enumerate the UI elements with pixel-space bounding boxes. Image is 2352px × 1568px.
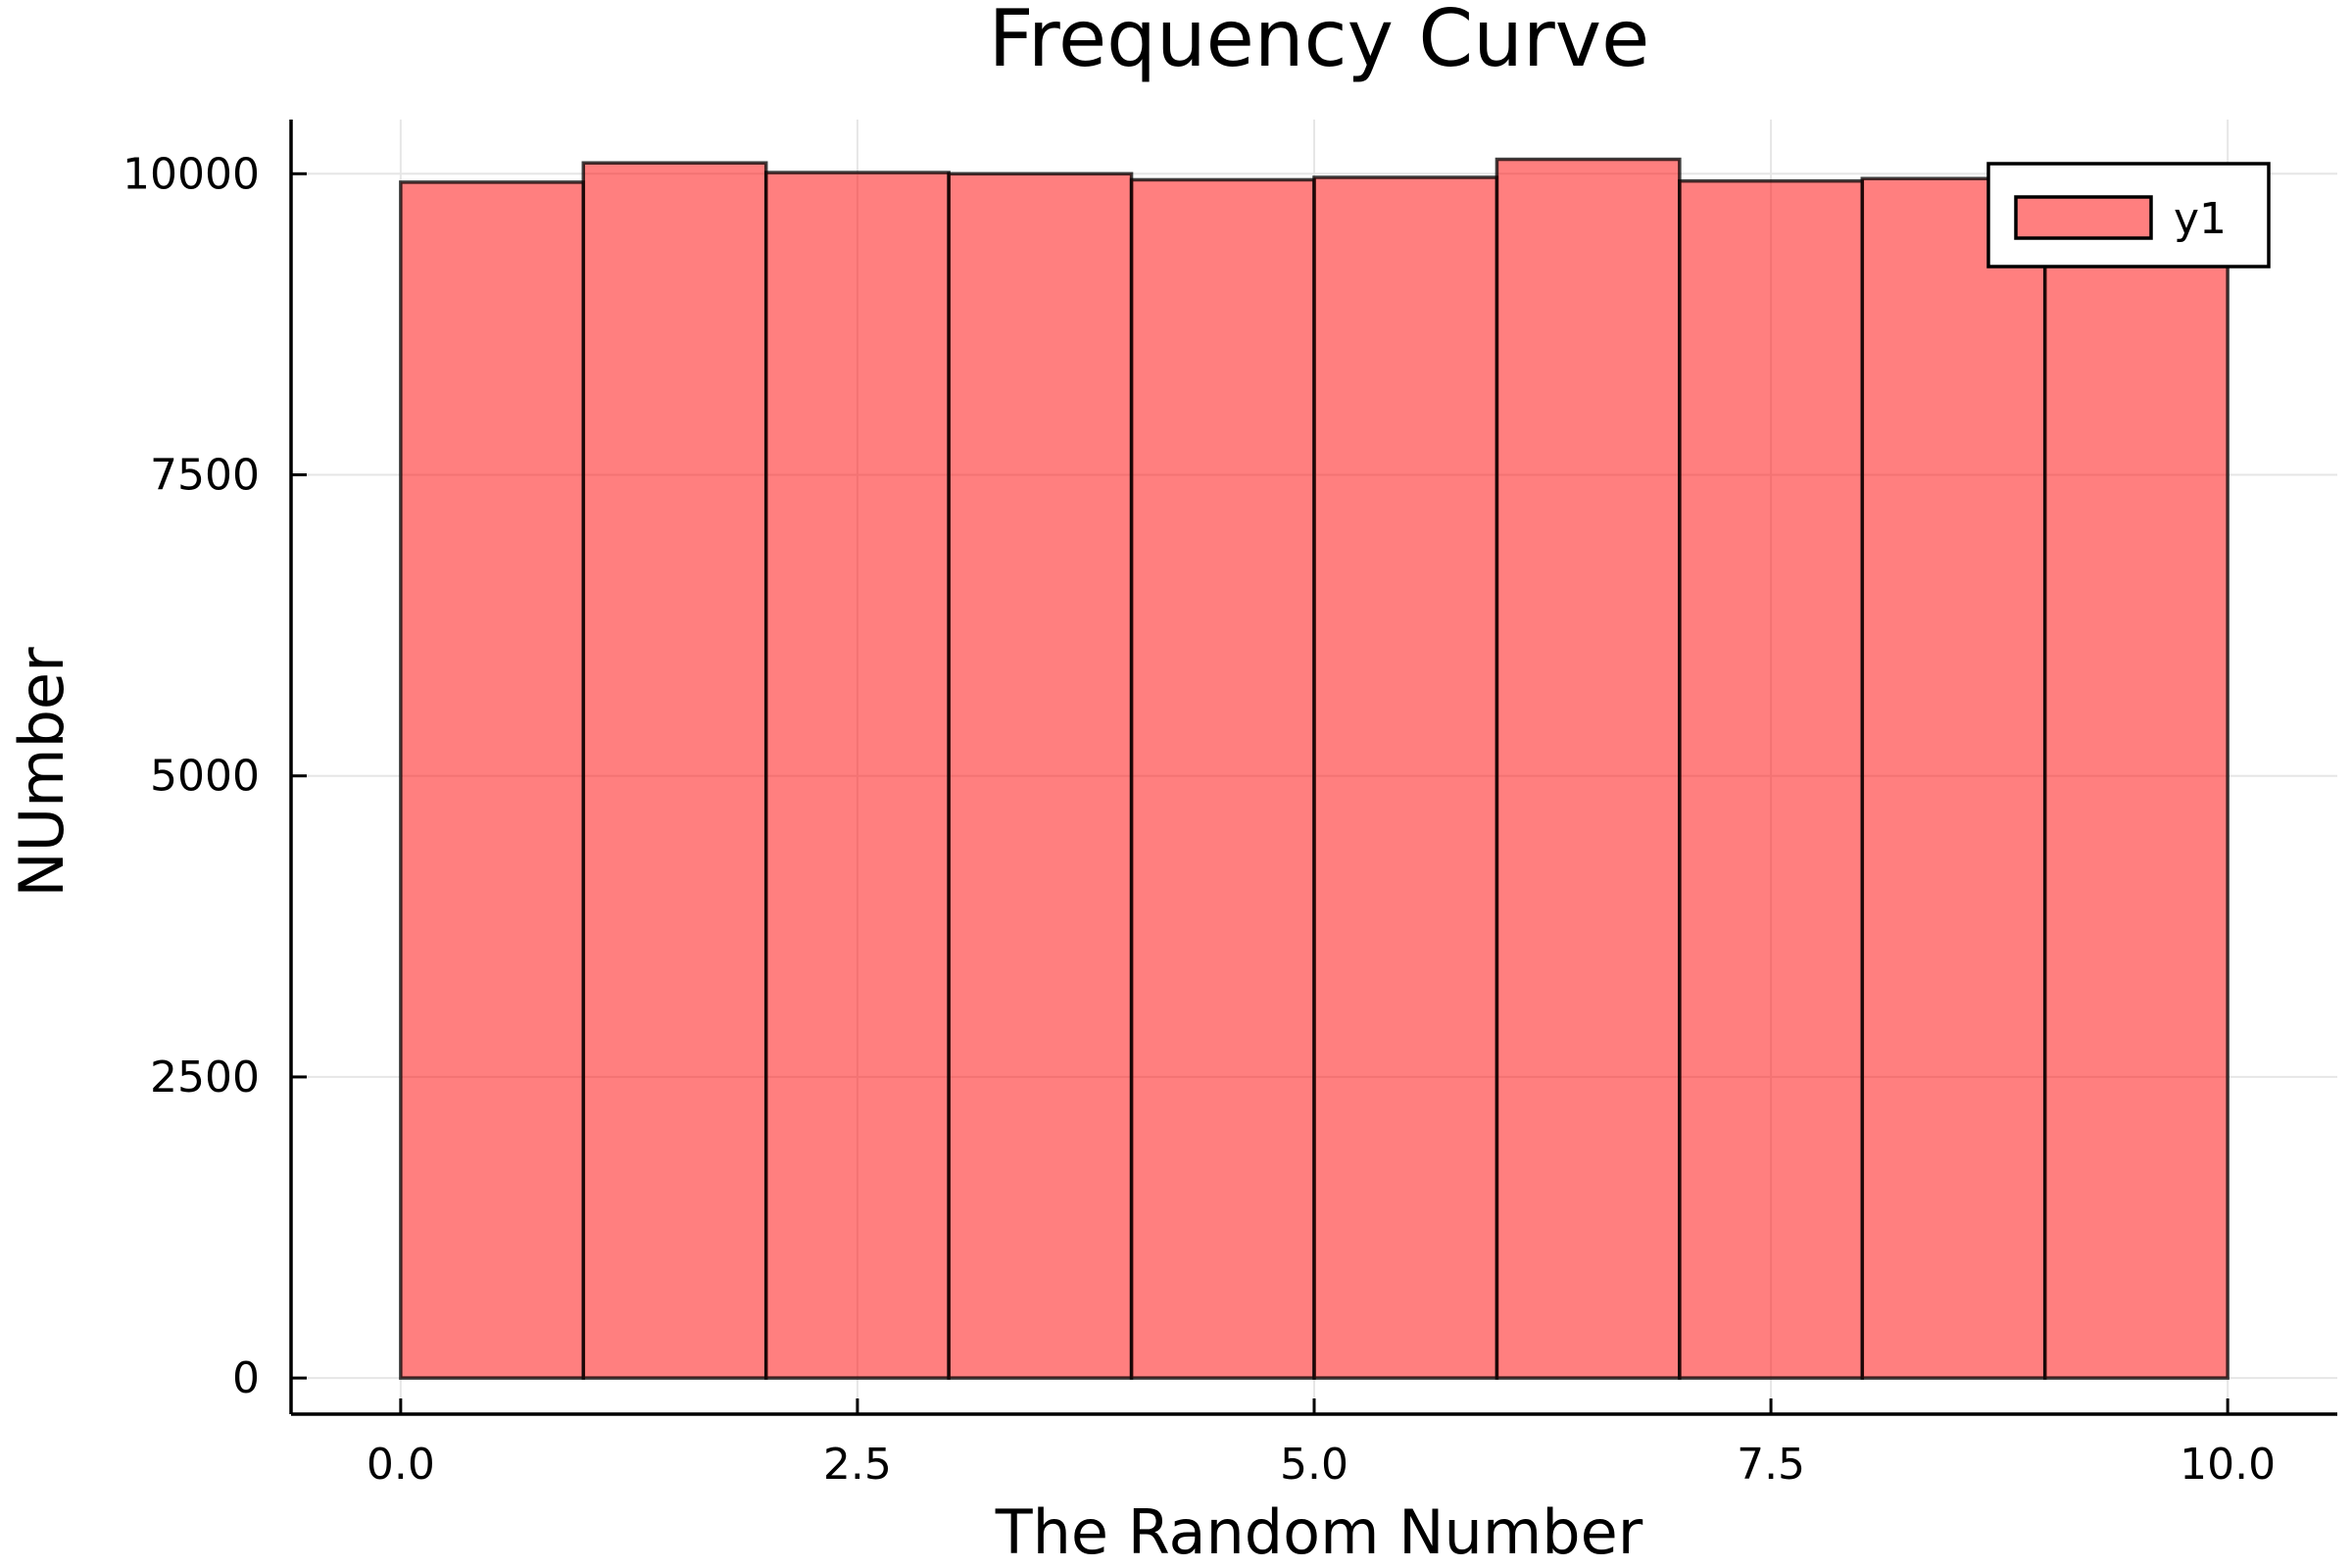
histogram-bar (581, 161, 768, 1380)
legend: y1 (1986, 162, 2271, 269)
x-tick-label: 5.0 (1280, 1440, 1348, 1490)
histogram-bar (1860, 176, 2047, 1380)
x-tick-label: 2.5 (823, 1440, 892, 1490)
y-tick-label: 10000 (122, 149, 260, 199)
x-tick-label: 7.5 (1737, 1440, 1805, 1490)
histogram-bar (1494, 157, 1682, 1380)
y-tick-label: 2500 (150, 1053, 260, 1102)
y-tick-label: 0 (232, 1353, 260, 1403)
legend-label-y1: y1 (2174, 194, 2227, 244)
histogram-bars (399, 157, 2230, 1380)
histogram-bar (1129, 177, 1316, 1380)
histogram-bar (2042, 176, 2230, 1380)
x-tick-label: 10.0 (2180, 1440, 2276, 1490)
y-axis-title: NUmber (6, 647, 77, 898)
x-axis-ticks: 0.0 2.5 5.0 7.5 10.0 (367, 1398, 2276, 1490)
histogram-bar (1678, 178, 1865, 1380)
chart-title: Frequency Curve (989, 0, 1650, 84)
histogram-bar (763, 171, 951, 1380)
histogram-bar (399, 180, 586, 1380)
histogram-bar (1312, 175, 1499, 1380)
y-tick-label: 5000 (150, 752, 260, 802)
histogram-bar (947, 172, 1134, 1380)
x-tick-label: 0.0 (367, 1440, 435, 1490)
y-axis-ticks: 0 2500 5000 7500 10000 (122, 149, 307, 1403)
y-tick-label: 7500 (150, 451, 260, 501)
legend-swatch-y1 (2014, 195, 2153, 240)
x-axis-title: The Random Number (995, 1496, 1643, 1568)
